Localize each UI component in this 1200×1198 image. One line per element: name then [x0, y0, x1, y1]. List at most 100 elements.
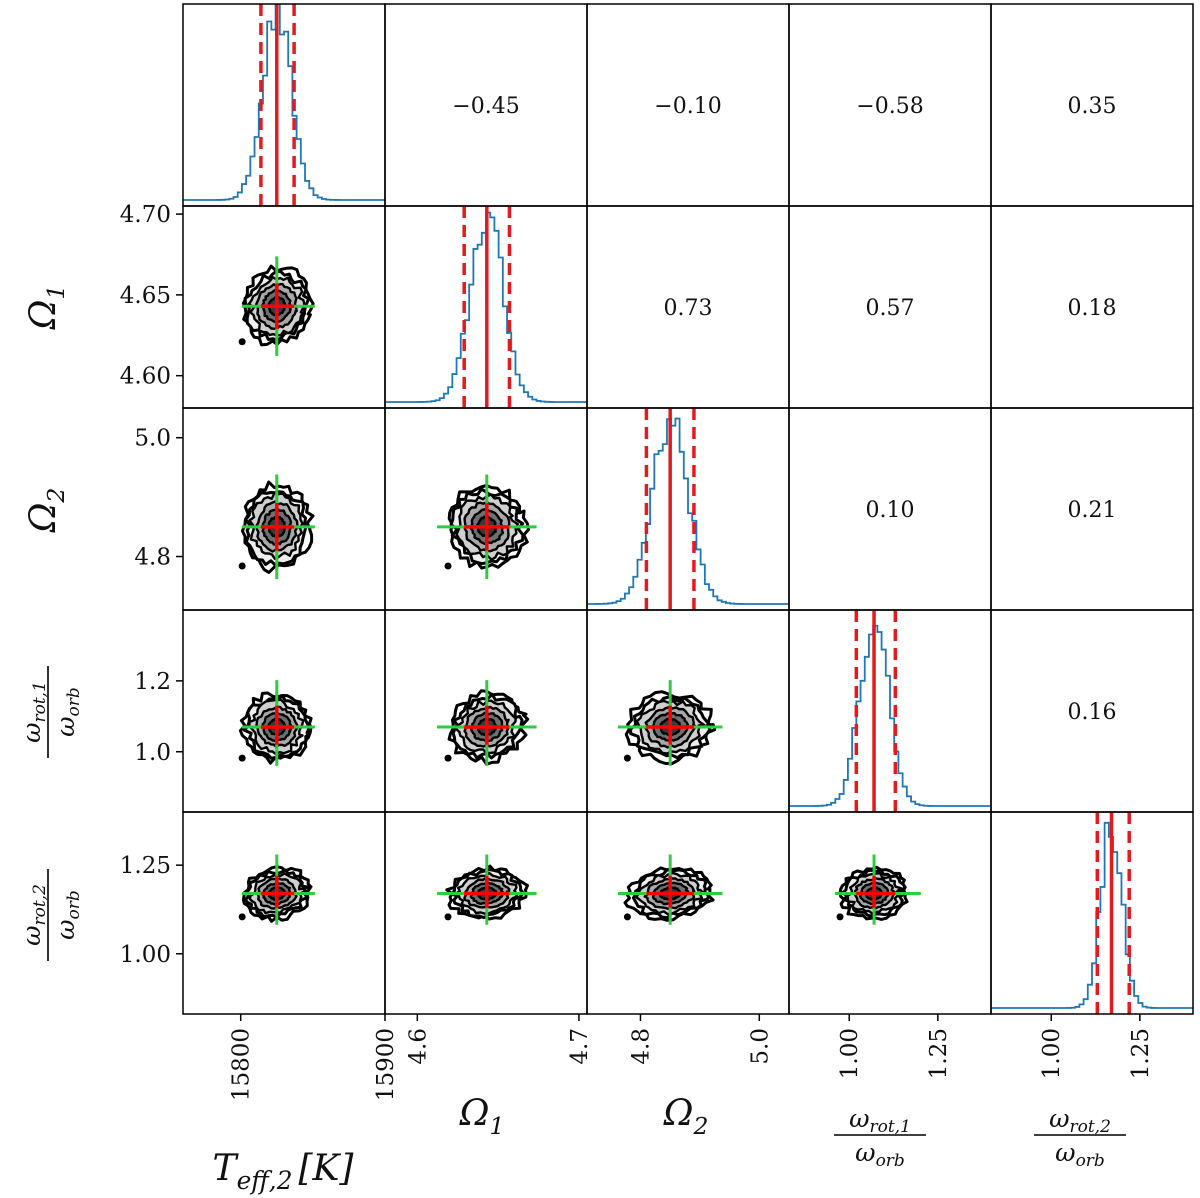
correlation-value: 0.57: [866, 296, 915, 321]
correlation-value: 0.10: [866, 498, 915, 523]
panel-3-3: [788, 609, 992, 813]
x-tick-label: 1.25: [1128, 1028, 1154, 1079]
panel-1-1: [384, 205, 588, 409]
outlier-point: [238, 562, 246, 570]
panel-4-2: [586, 811, 790, 1015]
x-tick-label: 1.00: [1039, 1028, 1065, 1079]
label-num: ω: [1049, 1104, 1069, 1133]
x-tick-label: 15900: [373, 1028, 399, 1101]
label-sub: 1: [489, 1112, 504, 1140]
svg-text:ωrot,2: ωrot,2: [1049, 1104, 1111, 1137]
histogram-line: [991, 821, 1193, 1009]
axis-label-Omega_2: Ω2: [23, 488, 70, 534]
outlier-point: [623, 913, 631, 921]
y-tick-label: 1.00: [120, 942, 171, 968]
x-tick-label: 1.25: [926, 1028, 952, 1079]
svg-text:ωorb: ωorb: [51, 687, 84, 737]
panel-4-1: [384, 811, 588, 1015]
x-tick-label: 5.0: [747, 1028, 773, 1065]
histogram-line: [587, 417, 789, 605]
y-tick-label: 1.0: [134, 740, 171, 766]
axis-label-Omega_2: Ω2: [663, 1093, 709, 1140]
panel-3-2: [586, 609, 790, 813]
svg-text:ωrot,1: ωrot,1: [17, 681, 50, 743]
outlier-point: [238, 338, 246, 346]
label-sub: eff,2: [237, 1166, 293, 1195]
svg-text:Ω2: Ω2: [23, 488, 70, 534]
label-sub: 2: [692, 1112, 708, 1140]
label-num-sub: rot,1: [869, 1117, 910, 1137]
label-unit: [K]: [298, 1148, 354, 1189]
label-num: ω: [849, 1104, 869, 1133]
x-tick-label: 15800: [229, 1028, 255, 1101]
correlation-value: −0.45: [452, 94, 519, 119]
label-den: ω: [51, 716, 80, 736]
y-tick-label: 4.60: [120, 364, 171, 390]
label-den-sub: orb: [876, 1151, 905, 1171]
panel-1-2: 0.73: [586, 205, 790, 409]
panel-3-0: [182, 609, 386, 813]
correlation-value: 0.35: [1068, 94, 1117, 119]
svg-text:ωrot,1: ωrot,1: [849, 1104, 911, 1137]
histogram-line: [789, 624, 991, 807]
svg-text:Ω1: Ω1: [459, 1093, 505, 1140]
label-main: Ω: [459, 1093, 490, 1134]
outlier-point: [444, 913, 452, 921]
label-num: ω: [17, 723, 46, 743]
label-num-sub: rot,1: [30, 681, 50, 722]
label-num-sub: rot,2: [30, 884, 50, 925]
axis-label-Omega_1: Ω1: [23, 285, 70, 331]
label-main: T: [213, 1148, 240, 1189]
panel-3-4: 0.16: [990, 609, 1194, 813]
panel-1-0: [182, 205, 386, 409]
label-den-sub: orb: [64, 687, 84, 716]
svg-text:ωorb: ωorb: [1055, 1138, 1105, 1171]
correlation-value: 0.16: [1068, 700, 1117, 725]
label-sub: 2: [42, 488, 70, 504]
correlation-value: −0.10: [654, 94, 721, 119]
label-num: ω: [17, 926, 46, 946]
outlier-point: [836, 913, 844, 921]
label-den: ω: [1055, 1138, 1075, 1167]
y-tick-label: 4.8: [134, 545, 171, 571]
label-main: Ω: [23, 503, 64, 534]
panel-0-4: 0.35: [990, 3, 1194, 207]
histogram-line: [183, 4, 385, 201]
x-tick-label: 1.00: [837, 1028, 863, 1079]
svg-text:ωrot,2: ωrot,2: [17, 884, 50, 946]
correlation-value: −0.58: [856, 94, 923, 119]
outlier-point: [238, 754, 246, 762]
label-den: ω: [855, 1138, 875, 1167]
label-main: Ω: [23, 300, 64, 331]
panel-2-1: [384, 407, 588, 611]
panel-2-3: 0.10: [788, 407, 992, 611]
correlation-value: 0.18: [1068, 296, 1117, 321]
svg-text:Ω2: Ω2: [663, 1093, 709, 1140]
panel-2-2: [586, 407, 790, 611]
x-tick-label: 4.8: [628, 1028, 654, 1065]
panel-0-1: −0.45: [384, 3, 588, 207]
panel-2-4: 0.21: [990, 407, 1194, 611]
panel-frame: [990, 811, 1194, 1015]
svg-text:Ω1: Ω1: [23, 285, 70, 331]
label-sub: 1: [42, 285, 70, 300]
panel-4-3: [788, 811, 992, 1015]
panel-1-3: 0.57: [788, 205, 992, 409]
y-tick-label: 4.70: [120, 202, 171, 228]
panel-0-0: [182, 3, 386, 207]
outlier-point: [444, 754, 452, 762]
correlation-value: 0.21: [1068, 498, 1117, 523]
y-tick-label: 4.65: [120, 283, 171, 309]
y-tick-label: 5.0: [134, 426, 171, 452]
svg-text:Teff,2[K]: Teff,2 [K]: [213, 1148, 355, 1195]
panel-4-4: [990, 811, 1194, 1015]
outlier-point: [238, 913, 246, 921]
axis-label-T_eff,2: Teff,2 [K]: [213, 1148, 355, 1195]
y-tick-label: 1.2: [134, 669, 171, 695]
svg-text:ωorb: ωorb: [855, 1138, 905, 1171]
label-num-sub: rot,2: [1069, 1117, 1110, 1137]
outlier-point: [623, 754, 631, 762]
